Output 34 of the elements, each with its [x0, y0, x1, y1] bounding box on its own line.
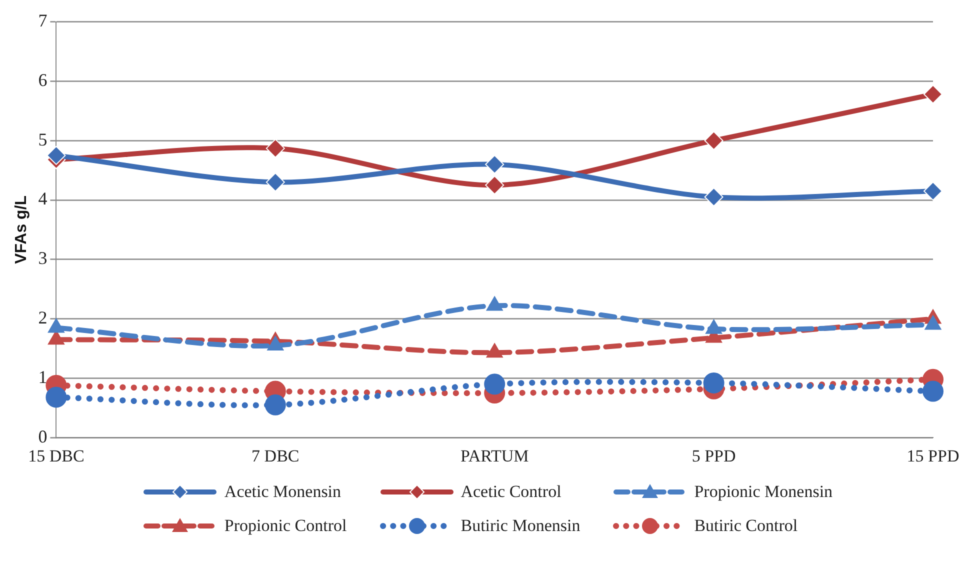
point: [704, 131, 724, 150]
y-tick-label: 0: [38, 426, 48, 446]
y-tick-label: 7: [38, 10, 48, 31]
point: [924, 182, 942, 201]
legend-label: Acetic Control: [460, 482, 562, 502]
legend-label: Acetic Monensin: [224, 482, 342, 502]
y-tick-label: 5: [38, 129, 48, 150]
point: [703, 372, 724, 394]
point: [266, 172, 285, 192]
point: [46, 146, 66, 165]
legend-label: Propionic Monensin: [694, 482, 833, 502]
point: [924, 84, 942, 104]
y-tick-label: 2: [38, 308, 48, 328]
point: [266, 138, 285, 158]
point: [922, 380, 944, 402]
y-tick-label: 3: [38, 248, 48, 268]
y-tick-label: 6: [38, 70, 48, 90]
legend-label: Butiric Monensin: [460, 516, 580, 536]
x-tick-label: 15 PPD: [906, 446, 960, 466]
x-tick-label: PARTUM: [460, 446, 529, 466]
point: [264, 394, 286, 416]
y-axis-title: VFAs g/L: [13, 195, 30, 264]
y-tick-label: 1: [38, 366, 48, 387]
x-tick-label: 5 PPD: [692, 446, 736, 466]
point: [704, 188, 724, 207]
legend-label: Butiric Control: [694, 516, 798, 536]
y-tick-label: 4: [38, 188, 48, 209]
x-tick-label: 7 DBC: [252, 446, 300, 466]
point: [484, 374, 506, 395]
x-tick-label: 15 DBC: [28, 446, 84, 466]
point: [46, 386, 67, 408]
point: [485, 154, 504, 174]
legend-label: Propionic Control: [224, 516, 347, 536]
point: [485, 176, 504, 195]
